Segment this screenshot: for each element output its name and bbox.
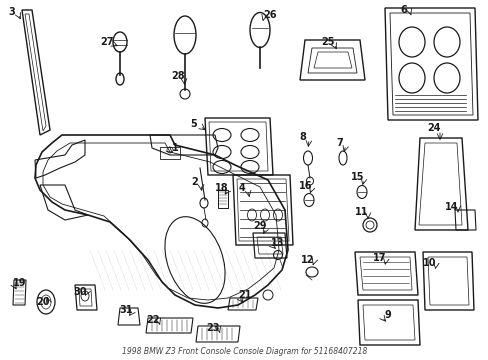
Text: 3: 3 <box>9 7 15 17</box>
Text: 20: 20 <box>36 297 50 307</box>
Text: 7: 7 <box>336 138 343 148</box>
Text: 13: 13 <box>271 238 284 248</box>
Text: 1: 1 <box>171 143 178 153</box>
Text: 29: 29 <box>253 221 266 231</box>
Text: 11: 11 <box>354 207 368 217</box>
Text: 30: 30 <box>73 287 86 297</box>
Text: 12: 12 <box>301 255 314 265</box>
Text: 26: 26 <box>263 10 276 20</box>
Text: 1998 BMW Z3 Front Console Console Diagram for 51168407218: 1998 BMW Z3 Front Console Console Diagra… <box>122 347 366 356</box>
Bar <box>218 190 227 208</box>
Text: 16: 16 <box>299 181 312 191</box>
Text: 19: 19 <box>13 278 27 288</box>
Text: 2: 2 <box>191 177 198 187</box>
Text: 27: 27 <box>100 37 114 47</box>
Text: 14: 14 <box>445 202 458 212</box>
Text: 5: 5 <box>190 119 197 129</box>
Text: 24: 24 <box>427 123 440 133</box>
Text: 4: 4 <box>238 183 245 193</box>
Text: 10: 10 <box>423 258 436 268</box>
Text: 18: 18 <box>215 183 228 193</box>
Bar <box>160 147 180 159</box>
Text: 15: 15 <box>350 172 364 182</box>
Text: 31: 31 <box>119 305 132 315</box>
Text: 6: 6 <box>400 5 407 15</box>
Text: 25: 25 <box>321 37 334 47</box>
Text: 22: 22 <box>146 315 160 325</box>
Text: 9: 9 <box>384 310 390 320</box>
Text: 21: 21 <box>238 290 251 300</box>
Text: 8: 8 <box>299 132 306 142</box>
Text: 28: 28 <box>171 71 184 81</box>
Text: 23: 23 <box>206 323 219 333</box>
Text: 17: 17 <box>372 253 386 263</box>
